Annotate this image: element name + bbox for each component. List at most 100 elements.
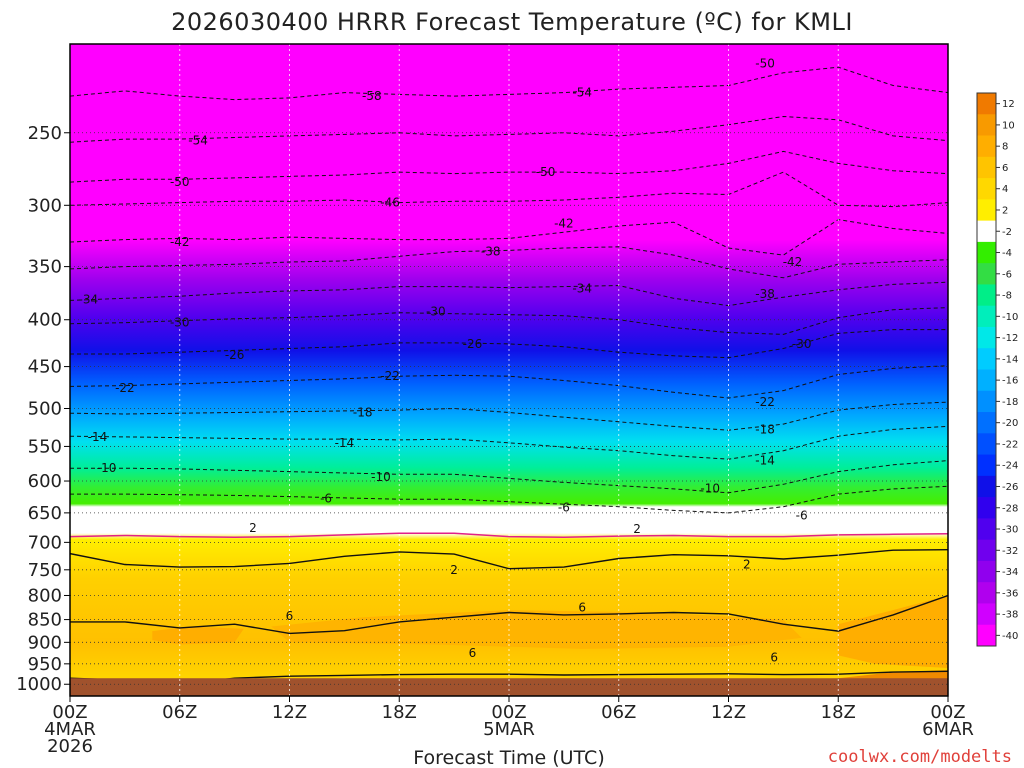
contour-label: -18 [755,422,775,436]
credit-text: coolwx.com/modelts [828,747,1012,767]
colorbar-tick-label: -20 [1002,418,1018,429]
colorbar-swatch [977,178,996,200]
contour-label: -22 [755,395,775,409]
chart-title: 2026030400 HRRR Forecast Temperature (ºC… [171,8,853,36]
colorbar-tick-label: -38 [1002,610,1018,621]
y-tick-label: 900 [28,632,62,653]
y-tick-label: 250 [28,123,62,144]
contour-label: 6 [770,651,778,665]
contour-label: -42 [554,216,574,230]
colorbar-swatch [977,454,996,477]
contour-label: -42 [170,235,190,249]
isotherm-6 [70,594,948,635]
contour-label: -34 [78,292,98,306]
contour-label: -6 [796,508,808,522]
y-tick-label: 700 [28,532,62,553]
colorbar-swatch [977,241,996,264]
contour-label: -54 [188,134,208,148]
contour-label: 2 [450,563,458,577]
y-tick-label: 300 [28,195,62,216]
colorbar-swatch [977,433,996,456]
contour-label: -46 [380,196,400,210]
contour-label: -30 [792,337,812,351]
colorbar-tick-label: -8 [1002,291,1012,302]
colorbar-tick-label: -12 [1002,333,1018,344]
ground-layer [70,678,948,696]
colorbar-tick-label: 4 [1002,184,1008,195]
x-tick-label: 2026 [47,736,93,757]
contour-label: -26 [463,337,483,351]
colorbar-swatch [977,326,996,349]
y-tick-label: 400 [28,310,62,331]
y-tick-label: 500 [28,399,62,420]
colorbar-swatch [977,220,996,243]
contour-label: -30 [170,316,190,330]
colorbar-swatch [977,497,996,519]
colorbar-tick-label: 12 [1002,99,1015,110]
x-tick-label: 00Z [491,702,526,723]
contour-label: -22 [380,369,400,383]
contour-label: -50 [755,56,775,70]
y-tick-label: 950 [28,654,62,675]
contour-label: -10 [97,461,117,475]
colorbar-swatch [977,284,996,307]
contour-labels: -58 -54 -54 -50 -50 -50 -46 -42 -42 -42 -38 -38 -34 -… [78,56,811,664]
colorbar-swatch [977,199,996,222]
warm-pocket [838,595,948,668]
contour-label: -54 [572,86,592,100]
colorbar-tick-label: 10 [1002,120,1015,131]
colorbar-tick-label: -14 [1002,354,1018,365]
colorbar-tick-label: -24 [1002,461,1018,472]
isotherm-dashed [70,246,948,279]
contour-label: -6 [558,500,570,514]
colorbar-tick-label: -2 [1002,227,1012,238]
y-tick-label: 750 [28,560,62,581]
colorbar-tick-label: -30 [1002,525,1018,536]
x-tick-label: 6MAR [922,719,974,740]
colorbar-tick-label: -16 [1002,376,1018,387]
contour-label: -26 [225,348,245,362]
contour-label: -14 [335,436,355,450]
x-tick-label: 18Z [382,702,417,723]
x-tick-label: 00Z [52,702,87,723]
x-tick-label: 4MAR [44,719,96,740]
y-tick-label: 550 [28,436,62,457]
contour-label: 2 [249,521,257,535]
contour-label: -50 [536,165,556,179]
x-tick-label: 18Z [821,702,856,723]
x-tick-label: 06Z [601,702,636,723]
y-tick-label: 1000 [16,674,62,695]
colorbar-swatch [977,560,996,583]
colorbar-tick-label: -4 [1002,248,1012,259]
colorbar-tick-label: -34 [1002,567,1018,578]
colorbar-swatch [977,539,996,562]
contour-label: 2 [633,522,641,536]
x-tick-label: 5MAR [483,719,535,740]
x-tick-label: 12Z [272,702,307,723]
contour-label: -34 [572,282,592,296]
colorbar-swatch [977,348,996,370]
contour-label: -22 [115,381,135,395]
colorbar-tick-label: -26 [1002,482,1018,493]
x-tick-label: 06Z [162,702,197,723]
colorbar-tick-label: -10 [1002,312,1018,323]
y-tick-label: 650 [28,503,62,524]
y-tick-label: 850 [28,610,62,631]
y-axis-ticks: 2503003504004505005506006507007508008509… [16,123,70,695]
colorbar-tick-label: -36 [1002,588,1018,599]
ground-fill [70,678,948,696]
contour-label: -6 [320,492,332,506]
x-axis-label: Forecast Time (UTC) [413,747,604,768]
warm-pocket [838,670,948,681]
contour-label: 6 [469,646,477,660]
colorbar-tick-label: -40 [1002,631,1018,642]
colorbar: 12 10 8 6 4 2 -2 -4 -6 -8 -10 -12 -14 -16 -18 -20 -22 -24… [976,92,1018,647]
colorbar-tick-label: -28 [1002,503,1018,514]
plot-area: -58 -54 -54 -50 -50 -50 -46 -42 -42 -42 -38 -38 -34 -… [69,43,949,697]
warm-pocket [271,610,802,649]
isotherm-2 [70,549,948,570]
colorbar-swatch [977,135,996,158]
y-tick-label: 350 [28,257,62,278]
contour-label: -14 [755,454,775,468]
